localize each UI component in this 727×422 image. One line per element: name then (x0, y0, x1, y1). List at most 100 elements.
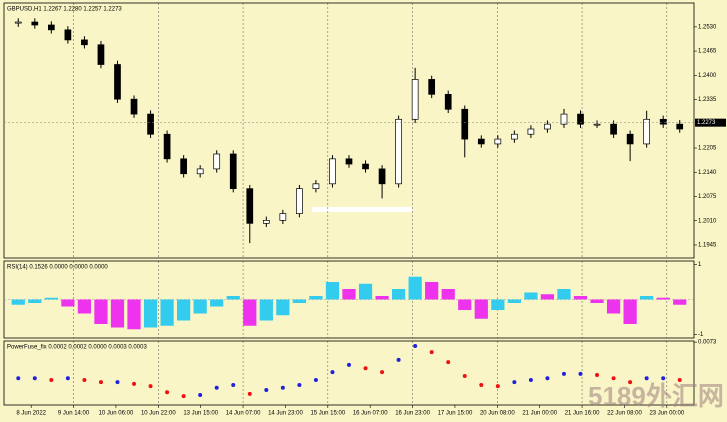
indicator-dot (330, 370, 335, 375)
indicator-dot (148, 384, 153, 389)
x-tick-label: 9 Jun 14:00 (58, 411, 90, 417)
histogram-bar (143, 299, 158, 328)
candle-body (544, 123, 551, 130)
histogram-bar (44, 297, 58, 300)
x-tick-label: 13 Jun 15:00 (183, 411, 218, 417)
histogram-bar (573, 296, 588, 300)
candle-body (130, 98, 138, 115)
indicator-dot (644, 376, 649, 381)
histogram-bar (425, 282, 439, 300)
indicator-dot (280, 385, 285, 390)
candle-body (395, 118, 402, 185)
indicator-dot (429, 350, 434, 355)
x-tick-label: 10 Jun 06:00 (99, 411, 134, 417)
x-tick-label: 21 Jun 16:00 (565, 411, 600, 417)
candle-body (163, 133, 171, 160)
candle-body (246, 188, 254, 224)
histogram-bar (590, 299, 604, 303)
indicator-dot (16, 376, 21, 381)
candle-body (577, 113, 584, 125)
histogram-bar (292, 299, 307, 303)
candle-body (64, 29, 72, 41)
panel-title: GBPUSD,H1 1.2267 1.2280 1.2257 1.2273 (7, 7, 122, 13)
overlay-bar (312, 207, 412, 212)
histogram-bar (606, 299, 621, 314)
candle-body (31, 21, 39, 26)
candle-body (626, 133, 634, 145)
indicator-dot (98, 380, 103, 385)
y-tick-label: 1.1945 (698, 243, 717, 249)
indicator-dot (595, 372, 600, 377)
indicator-dot (396, 357, 401, 362)
candle-body (444, 93, 452, 110)
candle-body (560, 113, 568, 125)
candle-body (527, 128, 535, 135)
panel-title: PowerFuse_fix 0.0002 0.0002 0.0000 0.000… (7, 345, 147, 351)
last-price-label: 1.2273 (697, 120, 716, 126)
histogram-bar (640, 296, 654, 300)
indicator-dot (65, 376, 70, 381)
candle-body (312, 183, 320, 190)
candle-body (229, 153, 237, 190)
histogram-bar (656, 297, 670, 300)
indicator-dot (82, 377, 87, 382)
watermark: 5189外汇网 (588, 381, 724, 411)
histogram-bar (524, 292, 538, 300)
histogram-bar (193, 299, 207, 314)
indicator-dot (347, 362, 351, 367)
histogram-bar (61, 299, 75, 307)
indicator-dot (413, 344, 418, 349)
candle-body (279, 213, 287, 221)
histogram-bar (309, 296, 323, 300)
candle-body (659, 118, 667, 125)
candle-body (362, 163, 369, 170)
histogram-bar (110, 299, 125, 328)
indicator-dot (495, 384, 500, 389)
x-tick-label: 16 Jun 23:00 (395, 411, 430, 417)
candle-body (262, 219, 270, 224)
x-tick-label: 23 Jun 00:00 (649, 411, 684, 417)
indicator-dot (49, 377, 54, 382)
candle-body (593, 123, 601, 126)
indicator-dot (231, 382, 236, 387)
candle-body (213, 153, 221, 170)
x-tick-label: 16 Jun 07:00 (353, 411, 388, 417)
histogram-bar (28, 299, 42, 303)
indicator-dot (611, 376, 616, 381)
histogram-bar (243, 299, 257, 326)
indicator-dot (363, 366, 368, 371)
candle-body (411, 79, 419, 120)
candle-body (14, 21, 22, 24)
indicator-dot (661, 376, 666, 381)
histogram-bar (94, 299, 108, 324)
indicator-dot (528, 377, 533, 382)
candle-body (676, 123, 684, 130)
x-tick-label: 21 Jun 00:00 (522, 411, 557, 417)
candle-body (643, 118, 651, 145)
candle-body (180, 158, 187, 175)
indicator-dot (561, 371, 566, 376)
candle-body (81, 39, 88, 46)
candle-body (494, 138, 502, 145)
indicator-dot (214, 385, 219, 390)
x-tick-label: 22 Jun 08:00 (607, 411, 642, 417)
candle-body (477, 138, 485, 145)
histogram-bar (375, 296, 389, 300)
histogram-bar (226, 296, 240, 300)
candle-body (329, 158, 336, 185)
candle-body (97, 44, 105, 65)
x-tick-label: 20 Jun 08:00 (480, 411, 515, 417)
x-tick-label: 10 Jun 22:00 (141, 411, 176, 417)
histogram-bar (507, 299, 521, 303)
x-tick-label: 17 Jun 15:00 (438, 411, 473, 417)
candle-body (345, 158, 353, 165)
candle-body (378, 168, 386, 185)
histogram-bar (11, 299, 25, 305)
histogram-bar (210, 299, 224, 307)
indicator-dot (32, 376, 37, 381)
y-tick-label: 1.2075 (698, 194, 717, 200)
y-tick-label: 1.2335 (698, 97, 717, 103)
histogram-bar (77, 299, 92, 314)
panel-frame (3, 2, 695, 259)
